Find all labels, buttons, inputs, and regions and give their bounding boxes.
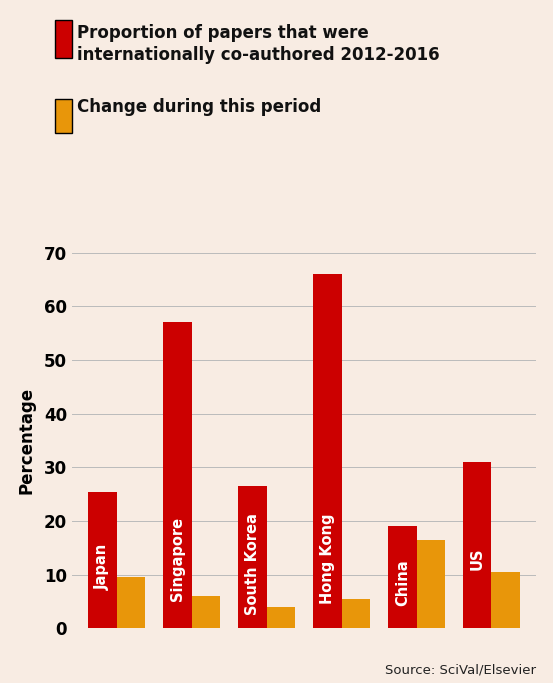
- Bar: [238, 486, 267, 628]
- Bar: [463, 462, 492, 628]
- Text: Singapore: Singapore: [170, 516, 185, 600]
- Bar: [117, 577, 145, 628]
- Y-axis label: Percentage: Percentage: [18, 387, 35, 494]
- Bar: [492, 572, 520, 628]
- Text: China: China: [395, 559, 410, 606]
- Text: Proportion of papers that were
internationally co-authored 2012-2016: Proportion of papers that were internati…: [76, 24, 439, 64]
- Bar: [313, 274, 342, 628]
- Text: Change during this period: Change during this period: [76, 98, 321, 115]
- Text: South Korea: South Korea: [245, 514, 260, 615]
- Text: Japan: Japan: [95, 544, 110, 590]
- Bar: [416, 540, 445, 628]
- Bar: [388, 527, 416, 628]
- Bar: [342, 599, 370, 628]
- Bar: [267, 607, 295, 628]
- Bar: [88, 492, 117, 628]
- Bar: [163, 322, 192, 628]
- Text: US: US: [469, 547, 485, 570]
- Text: Hong Kong: Hong Kong: [320, 514, 335, 604]
- Bar: [192, 596, 220, 628]
- Text: Source: SciVal/Elsevier: Source: SciVal/Elsevier: [385, 663, 536, 676]
